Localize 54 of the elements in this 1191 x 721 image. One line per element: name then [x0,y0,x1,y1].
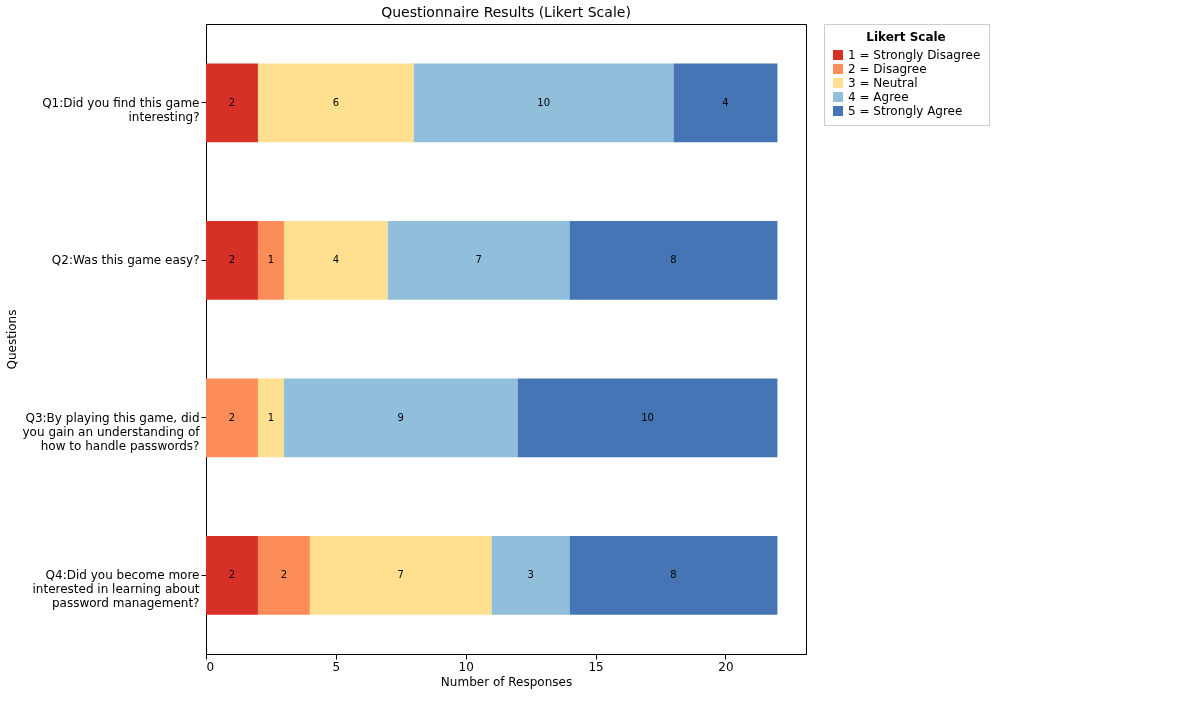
bar [206,535,258,615]
y-tick-label: Q3:By playing this game, did you gain an understanding of how to handle passwords? [22,410,201,453]
legend-label: 4 = Agree [848,90,909,104]
data-label: 4 [722,96,729,108]
bar [283,220,388,300]
x-axis-title: Number of Responses [440,674,573,689]
bar [517,378,778,458]
legend-title: Likert Scale [866,30,946,44]
bar [257,63,414,143]
data-label: 9 [397,411,404,423]
data-label: 8 [670,254,677,266]
bar [569,535,778,615]
x-tick-label: 10 [458,659,474,674]
x-tick-label: 15 [588,659,604,674]
bar [206,63,258,143]
data-label: 2 [228,96,236,108]
bar [206,220,258,300]
data-label: 7 [475,254,482,266]
bar [283,378,518,458]
data-label: 2 [228,254,236,266]
data-label: 2 [228,569,236,581]
x-tick-label: 0 [206,659,215,674]
bar [491,535,570,615]
data-label: 1 [267,254,275,266]
data-label: 2 [280,569,288,581]
data-label: 6 [332,96,340,108]
y-axis-title: Questions [4,309,19,370]
data-label: 10 [641,411,654,423]
legend-label: 2 = Disagree [848,62,927,76]
data-label: 1 [267,411,275,423]
y-tick-label: Q2:Was this game easy? [51,253,200,268]
bar [413,63,674,143]
data-label: 8 [670,569,677,581]
x-tick-label: 5 [332,659,341,674]
data-label: 3 [527,569,534,581]
legend-label: 5 = Strongly Agree [848,104,963,118]
bar [673,63,778,143]
bar [569,220,778,300]
bar [309,535,492,615]
bar [387,220,570,300]
y-tick-label: Q1:Did you find this game interesting? [42,95,200,124]
legend-label: 3 = Neutral [848,76,918,90]
chart-title: Questionnaire Results (Likert Scale) [381,3,631,20]
bar [257,378,284,458]
bar [257,535,310,615]
bar [257,220,284,300]
y-tick-label: Q4:Did you become more interested in learning about password management? [32,568,200,611]
x-tick-label: 20 [718,659,734,674]
bar [206,378,258,458]
data-label: 7 [397,569,404,581]
data-label: 4 [332,254,340,266]
data-label: 2 [228,411,236,423]
data-label: 10 [537,96,551,108]
legend-label: 1 = Strongly Disagree [848,48,981,62]
